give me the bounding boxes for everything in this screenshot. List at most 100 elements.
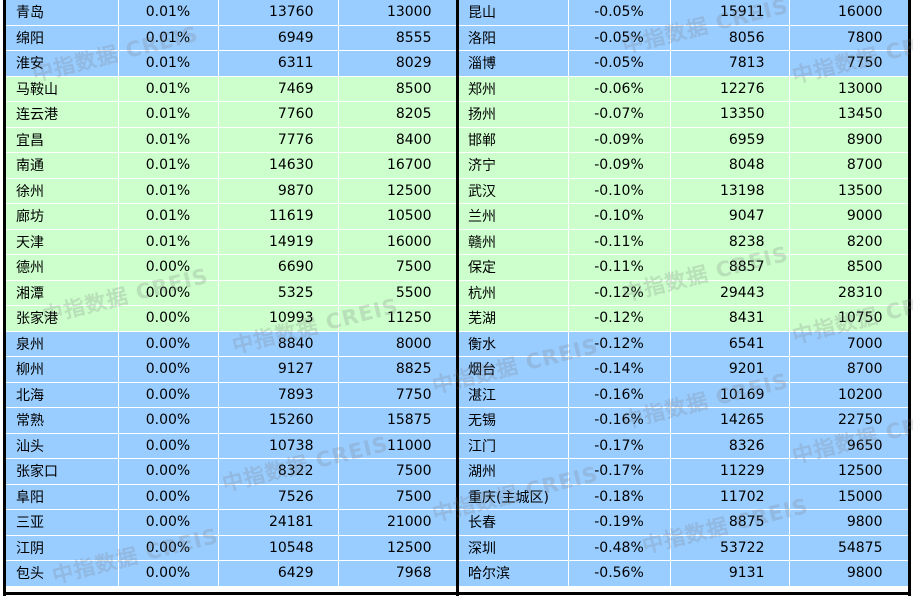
table-row: 武汉 -0.10% 13198 13500 (458, 178, 910, 204)
table-row: 江阴 0.00% 10548 12500 (6, 535, 459, 561)
price-cell: 10548 (218, 535, 339, 561)
city-cell: 赣州 (458, 229, 569, 255)
price-cell: 6429 (218, 560, 339, 587)
change-cell: 0.00% (118, 382, 219, 408)
price-cell: 11229 (670, 458, 790, 485)
change-cell: -0.14% (568, 356, 671, 383)
right-city-table: 昆山 -0.05% 15911 16000 洛阳 -0.05% 8056 7800 淄博 -0.0… (458, 0, 910, 587)
change-cell: 0.01% (118, 203, 219, 230)
table-row: 长春 -0.19% 8875 9800 (458, 509, 910, 536)
table-row: 德州 0.00% 6690 7500 (6, 254, 459, 281)
change-cell: -0.05% (568, 50, 671, 77)
change-cell: -0.07% (568, 101, 671, 128)
price-cell: 8048 (670, 152, 790, 179)
table-row: 徐州 0.01% 9870 12500 (6, 178, 459, 204)
table-row: 湖州 -0.17% 11229 12500 (458, 458, 910, 485)
city-cell: 烟台 (458, 356, 569, 383)
change-cell: 0.00% (118, 254, 219, 281)
table-row: 包头 0.00% 6429 7968 (6, 560, 459, 587)
city-cell: 三亚 (6, 509, 119, 536)
price-cell: 7500 (338, 484, 459, 510)
price-cell: 9800 (789, 509, 910, 536)
city-cell: 兰州 (458, 203, 569, 230)
price-cell: 7968 (338, 560, 459, 587)
price-cell: 10750 (789, 305, 910, 332)
price-cell: 16000 (789, 0, 910, 26)
change-cell: -0.05% (568, 25, 671, 51)
change-cell: 0.00% (118, 509, 219, 536)
city-cell: 邯郸 (458, 127, 569, 153)
change-cell: 0.01% (118, 76, 219, 102)
change-cell: -0.16% (568, 382, 671, 408)
left-border (3, 0, 6, 596)
price-cell: 10738 (218, 433, 339, 459)
price-cell: 8700 (789, 152, 910, 179)
change-cell: -0.48% (568, 535, 671, 561)
change-cell: 0.00% (118, 458, 219, 485)
change-cell: -0.17% (568, 433, 671, 459)
price-cell: 12500 (338, 535, 459, 561)
table-row: 杭州 -0.12% 29443 28310 (458, 280, 910, 306)
change-cell: 0.00% (118, 280, 219, 306)
change-cell: -0.12% (568, 280, 671, 306)
price-cell: 12276 (670, 76, 790, 102)
change-cell: 0.00% (118, 356, 219, 383)
price-cell: 7000 (789, 331, 910, 357)
price-cell: 9000 (789, 203, 910, 230)
change-cell: 0.01% (118, 25, 219, 51)
city-cell: 常熟 (6, 407, 119, 434)
price-cell: 5325 (218, 280, 339, 306)
price-cell: 9131 (670, 560, 790, 587)
city-cell: 绵阳 (6, 25, 119, 51)
price-cell: 9800 (789, 560, 910, 587)
table-row: 南通 0.01% 14630 16700 (6, 152, 459, 179)
table-row: 连云港 0.01% 7760 8205 (6, 101, 459, 128)
city-cell: 重庆(主城区) (458, 484, 569, 510)
price-cell: 10169 (670, 382, 790, 408)
city-cell: 包头 (6, 560, 119, 587)
price-cell: 6959 (670, 127, 790, 153)
left-table-body: 青岛 0.01% 13760 13000 绵阳 0.01% 6949 8555 淮安 0.01% 6… (6, 0, 459, 587)
city-cell: 张家港 (6, 305, 119, 332)
table-row: 绵阳 0.01% 6949 8555 (6, 25, 459, 51)
price-cell: 7893 (218, 382, 339, 408)
price-cell: 8840 (218, 331, 339, 357)
price-cell: 15875 (338, 407, 459, 434)
city-cell: 深圳 (458, 535, 569, 561)
city-cell: 保定 (458, 254, 569, 281)
city-cell: 连云港 (6, 101, 119, 128)
table-row: 宜昌 0.01% 7776 8400 (6, 127, 459, 153)
change-cell: -0.12% (568, 331, 671, 357)
change-cell: 0.01% (118, 0, 219, 26)
price-cell: 6311 (218, 50, 339, 77)
price-cell: 7526 (218, 484, 339, 510)
change-cell: 0.01% (118, 229, 219, 255)
table-row: 北海 0.00% 7893 7750 (6, 382, 459, 408)
change-cell: 0.01% (118, 127, 219, 153)
price-cell: 9870 (218, 178, 339, 204)
price-cell: 14265 (670, 407, 790, 434)
price-cell: 6690 (218, 254, 339, 281)
bottom-border (3, 592, 911, 595)
price-cell: 14919 (218, 229, 339, 255)
price-cell: 13760 (218, 0, 339, 26)
price-cell: 9201 (670, 356, 790, 383)
table-row: 赣州 -0.11% 8238 8200 (458, 229, 910, 255)
price-cell: 8326 (670, 433, 790, 459)
table-row: 湛江 -0.16% 10169 10200 (458, 382, 910, 408)
price-cell: 8029 (338, 50, 459, 77)
table-row: 济宁 -0.09% 8048 8700 (458, 152, 910, 179)
city-cell: 天津 (6, 229, 119, 255)
city-cell: 哈尔滨 (458, 560, 569, 587)
price-cell: 10200 (789, 382, 910, 408)
price-cell: 8500 (789, 254, 910, 281)
price-cell: 11619 (218, 203, 339, 230)
change-cell: 0.00% (118, 305, 219, 332)
city-cell: 徐州 (6, 178, 119, 204)
city-cell: 湘潭 (6, 280, 119, 306)
price-cell: 7750 (338, 382, 459, 408)
table-row: 淄博 -0.05% 7813 7750 (458, 50, 910, 77)
price-cell: 21000 (338, 509, 459, 536)
table-row: 邯郸 -0.09% 6959 8900 (458, 127, 910, 153)
